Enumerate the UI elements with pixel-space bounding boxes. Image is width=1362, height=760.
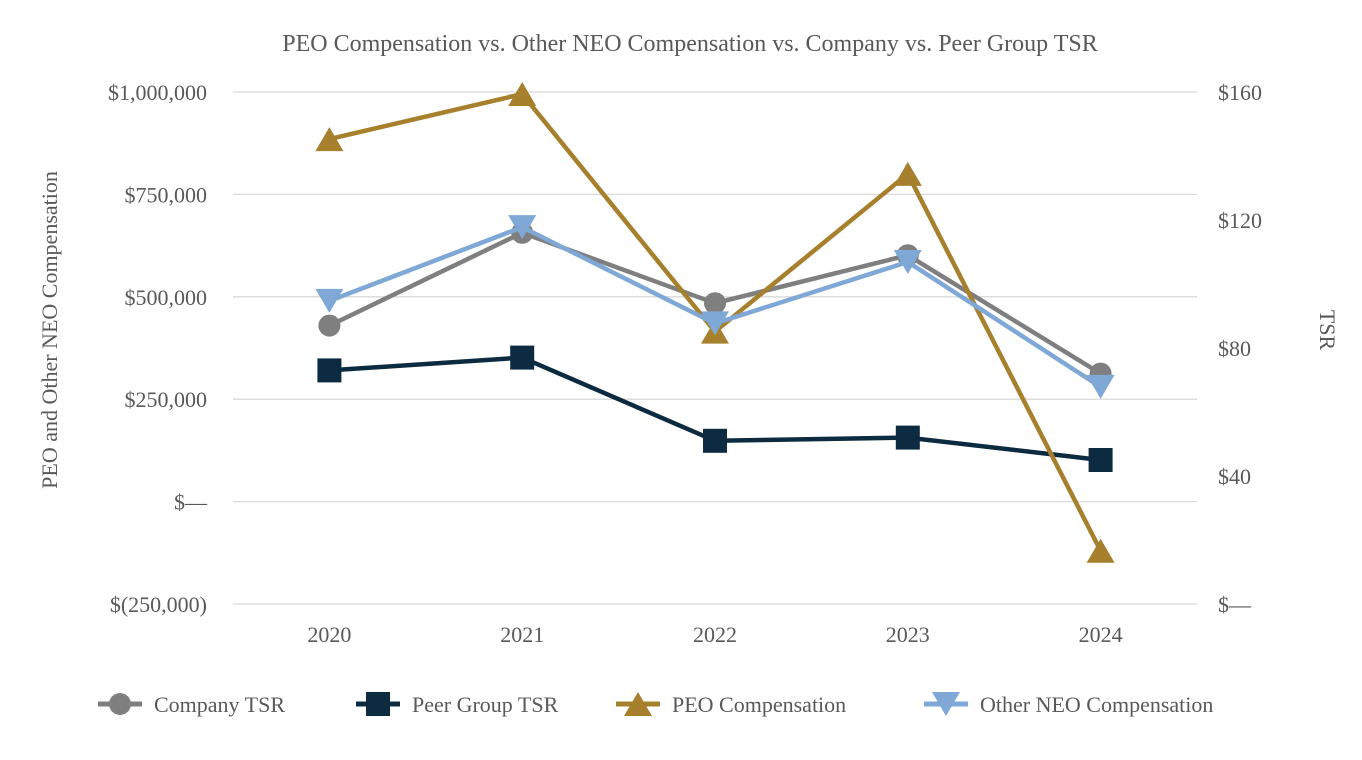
left-axis-title: PEO and Other NEO Compensation: [37, 171, 62, 489]
legend-item-other-neo-compensation: Other NEO Compensation: [924, 692, 1213, 717]
x-axis-labels: 2020 2021 2022 2023 2024: [307, 622, 1122, 647]
right-axis-title: TSR: [1315, 310, 1340, 351]
legend-item-peer-group-tsr: Peer Group TSR: [356, 692, 559, 717]
x-axis-label: 2023: [886, 622, 930, 647]
data-point-peer-group-tsr-2022: [703, 428, 727, 453]
series-peer-group-tsr: [317, 345, 1113, 472]
gridlines: [233, 91, 1197, 605]
series-other-neo-compensation: [315, 215, 1115, 399]
legend-item-peo-compensation: PEO Compensation: [616, 692, 846, 717]
x-axis-label: 2021: [500, 622, 544, 647]
legend-item-company-tsr: Company TSR: [98, 692, 285, 717]
data-point-peer-group-tsr-2023: [895, 425, 920, 450]
data-point-peo-compensation-2021: [508, 82, 537, 107]
legend-label: PEO Compensation: [672, 692, 846, 717]
x-axis-label: 2020: [307, 622, 351, 647]
data-point-peer-group-tsr-2021: [510, 345, 535, 370]
legend-marker-peo-compensation: [624, 692, 652, 716]
tick-label-left: $250,000: [125, 387, 208, 412]
data-point-other-neo-compensation-2023: [893, 249, 922, 274]
x-axis-label: 2022: [693, 622, 737, 647]
tick-label-left: $—: [174, 490, 208, 515]
tick-label-left: $(250,000): [110, 592, 207, 617]
y-axis-left-labels: $1,000,000 $750,000 $500,000 $250,000 $— $(25…: [108, 80, 208, 617]
legend-label: Peer Group TSR: [412, 692, 559, 717]
data-point-other-neo-compensation-2021: [508, 215, 537, 240]
tick-label-right: $160: [1218, 80, 1262, 105]
legend-marker-peer-group-tsr: [366, 692, 390, 716]
tick-label-right: $40: [1218, 464, 1251, 489]
data-point-peo-compensation-2023: [893, 161, 922, 186]
legend-marker-other-neo-compensation: [932, 692, 960, 716]
series-company-tsr: [318, 221, 1112, 385]
tick-label-left: $500,000: [125, 285, 208, 310]
data-point-peo-compensation-2024: [1086, 538, 1115, 563]
tick-label-right: $120: [1218, 208, 1262, 233]
data-point-other-neo-compensation-2022: [701, 311, 729, 336]
tick-label-left: $750,000: [125, 182, 208, 207]
legend-marker-company-tsr: [109, 693, 131, 715]
data-point-company-tsr-2022: [704, 292, 726, 315]
legend: Company TSR Peer Group TSR PEO Compensatio…: [98, 692, 1213, 717]
data-point-company-tsr-2020: [318, 314, 341, 337]
chart-title: PEO Compensation vs. Other NEO Compensat…: [282, 31, 1098, 57]
legend-label: Company TSR: [154, 692, 285, 717]
tick-label-left: $1,000,000: [108, 80, 207, 105]
series-lines: [315, 82, 1115, 563]
y-axis-right-labels: $160 $120 $80 $40 $—: [1218, 80, 1262, 617]
tick-label-right: $80: [1218, 336, 1251, 361]
legend-label: Other NEO Compensation: [980, 692, 1213, 717]
x-axis-label: 2024: [1079, 622, 1123, 647]
data-point-peer-group-tsr-2024: [1088, 448, 1113, 472]
data-point-other-neo-compensation-2024: [1086, 374, 1115, 399]
data-point-peer-group-tsr-2020: [317, 358, 342, 383]
data-point-peo-compensation-2020: [315, 127, 344, 152]
data-point-other-neo-compensation-2020: [315, 288, 344, 313]
tick-label-right: $—: [1218, 592, 1252, 617]
